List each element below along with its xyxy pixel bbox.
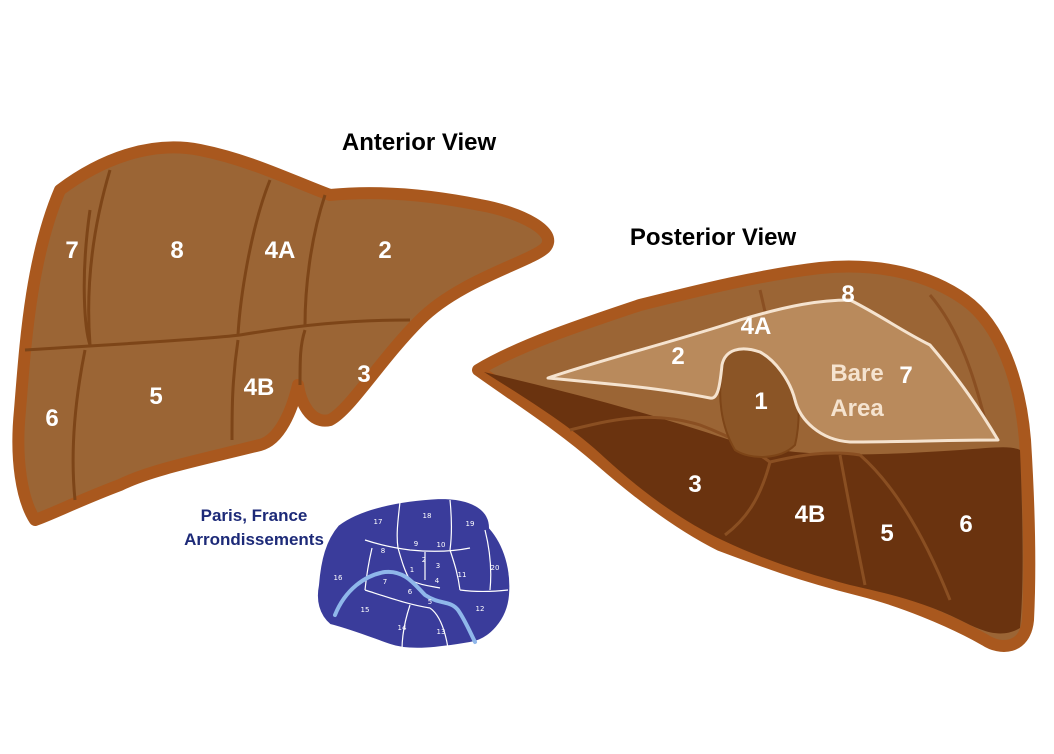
posterior-segment-label: 4A	[741, 313, 772, 340]
arrondissement-number: 18	[423, 512, 432, 520]
seine-river	[333, 569, 477, 644]
posterior-segment-label: 3	[688, 471, 701, 498]
anterior-segment-label: 4A	[265, 237, 296, 264]
paris-caption-line2: Arrondissements	[184, 530, 324, 549]
paris-arrondissements-map: 17 18 19 8 9 10 2 3 1 4 11 20 16 7 6 5 1…	[315, 496, 512, 651]
arrondissement-number: 15	[361, 606, 370, 614]
anterior-segment-label: 7	[65, 237, 78, 264]
arrondissement-number: 5	[428, 598, 432, 606]
arrondissement-number: 3	[436, 562, 440, 570]
anterior-segment-label: 2	[378, 237, 391, 264]
arrondissement-number: 8	[381, 547, 385, 555]
anterior-segment-lines	[24, 169, 411, 501]
anterior-segment-label: 3	[357, 361, 370, 388]
arrondissement-number: 11	[458, 571, 467, 579]
posterior-segment-label: 7	[899, 362, 912, 389]
arrondissement-number: 14	[398, 624, 407, 632]
arrondissement-number: 6	[408, 588, 413, 596]
arrondissement-number: 10	[437, 541, 446, 549]
bare-area-label-line1: Bare	[830, 360, 883, 387]
arrondissement-number: 20	[491, 564, 500, 572]
posterior-view-title: Posterior View	[630, 224, 797, 251]
paris-caption-line1: Paris, France	[201, 506, 308, 525]
posterior-segment-label: 5	[880, 520, 893, 547]
anterior-segment-label: 4B	[244, 374, 275, 401]
arrondissement-number: 19	[466, 520, 475, 528]
bare-area-outline	[546, 298, 1000, 444]
anterior-segment-label: 8	[170, 237, 183, 264]
arrondissement-number: 7	[383, 578, 387, 586]
arrondissement-number: 2	[422, 556, 426, 564]
posterior-segment-label: 1	[754, 388, 767, 415]
arrondissement-number: 12	[476, 605, 485, 613]
posterior-segment-label: 4B	[795, 501, 826, 528]
anterior-segment-label: 5	[149, 383, 162, 410]
arrondissement-number: 17	[374, 518, 383, 526]
anterior-liver-outline	[12, 141, 555, 526]
arrondissement-number: 4	[435, 577, 440, 585]
anterior-segment-label: 6	[45, 405, 58, 432]
arrondissement-borders	[364, 499, 509, 651]
arrondissement-number: 16	[334, 574, 343, 582]
arrondissement-number: 9	[414, 540, 418, 548]
posterior-segment-label: 2	[671, 343, 684, 370]
posterior-segment-label: 8	[841, 281, 854, 308]
anterior-view-title: Anterior View	[342, 129, 497, 156]
arrondissement-number: 1	[410, 566, 414, 574]
bare-area-label-line2: Area	[830, 395, 884, 422]
posterior-segment-label: 6	[959, 511, 972, 538]
posterior-liver: 8 4A 2 1 7 3 4B 5 6 Bare Area	[472, 260, 1036, 652]
arrondissement-number: 13	[437, 628, 446, 636]
anterior-liver: 7 8 4A 2 6 5 4B 3	[12, 141, 555, 526]
